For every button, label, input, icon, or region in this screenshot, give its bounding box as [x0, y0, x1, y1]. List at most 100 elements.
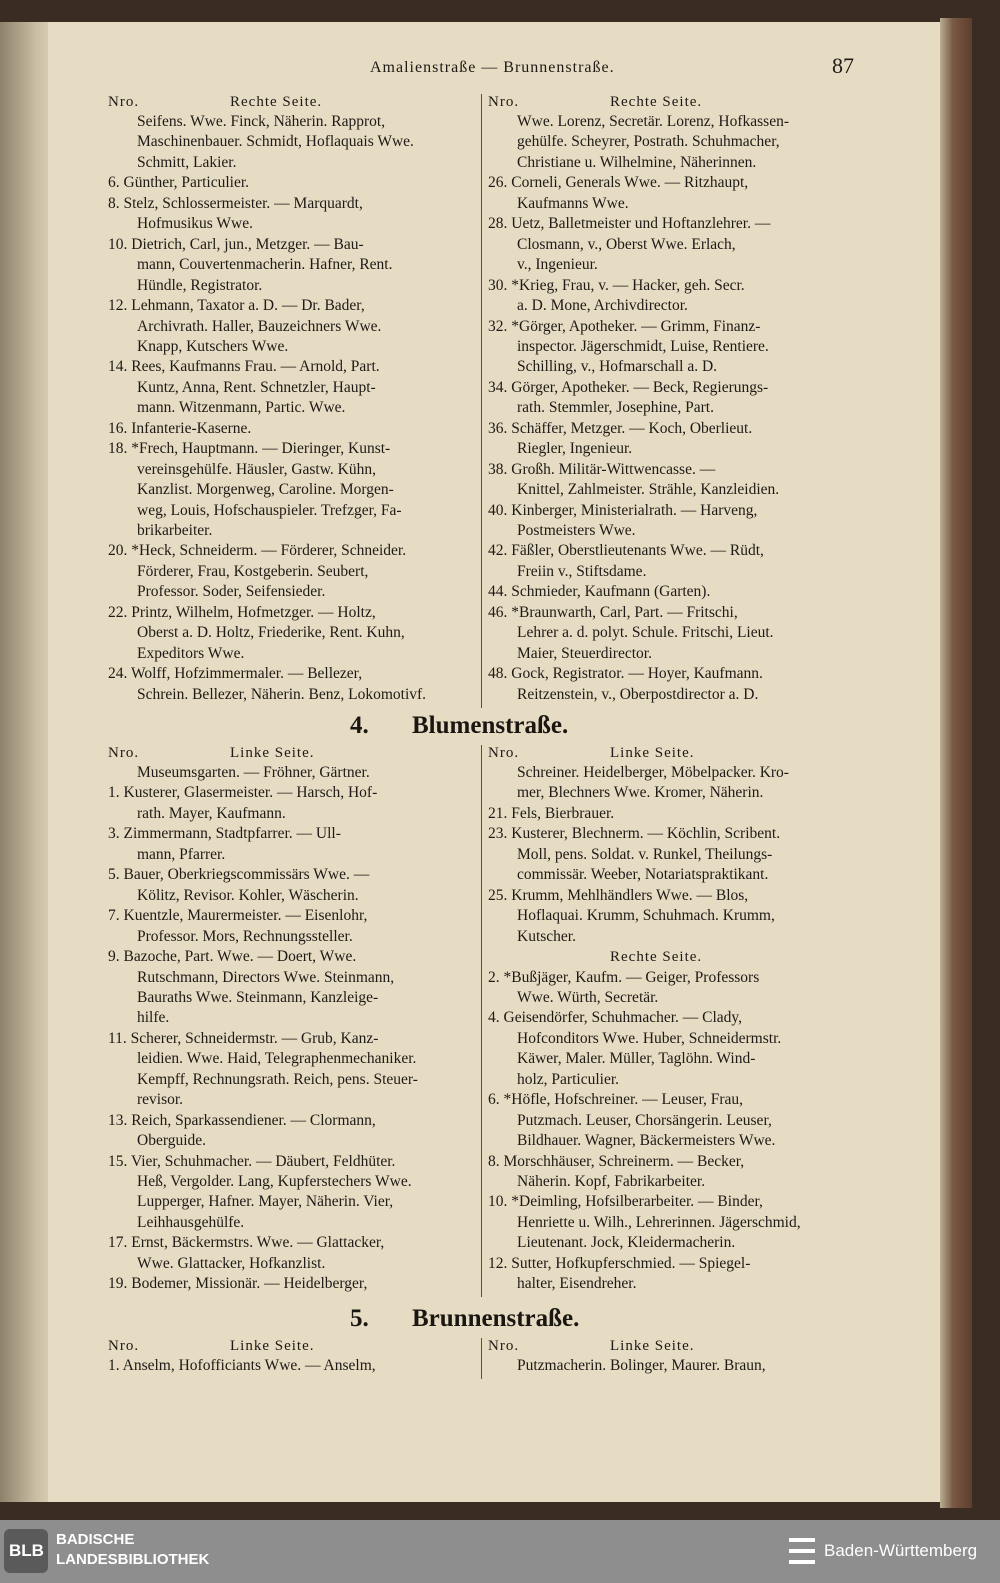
- entry-line: 7. Kuentzle, Maurermeister. — Eisenlohr,: [108, 907, 368, 925]
- entry-line: 8. Morschhäuser, Schreinerm. — Becker,: [488, 1152, 745, 1170]
- entry-line: 14. Rees, Kaufmanns Frau. — Arnold, Part…: [108, 358, 380, 376]
- column-side: Linke Seite.: [230, 745, 315, 761]
- entry-line: Bildhauer. Wagner, Bäckermeisters Wwe.: [517, 1132, 776, 1150]
- column-side: Linke Seite.: [610, 1338, 695, 1354]
- library-name: BADISCHE: [56, 1531, 135, 1548]
- running-title: Amalienstraße — Brunnenstraße.: [370, 59, 615, 76]
- entry-line: Bauraths Wwe. Steinmann, Kanzleige-: [137, 988, 379, 1006]
- entry-line: 6. Günther, Particulier.: [108, 174, 249, 192]
- column-divider: [481, 94, 482, 708]
- column-nro: Nro.: [488, 745, 520, 761]
- entry-line: 1. Anselm, Hofofficiants Wwe. — Anselm,: [108, 1357, 376, 1374]
- logo-box: [4, 1529, 48, 1573]
- entry-line: 19. Bodemer, Missionär. — Heidelberger,: [108, 1275, 368, 1293]
- entry-line: 2. *Bußjäger, Kaufm. — Geiger, Professor…: [488, 968, 760, 986]
- entry-line: Wwe. Glattacker, Hofkanzlist.: [137, 1254, 326, 1272]
- section-title: Blumenstraße.: [412, 712, 569, 739]
- entry-line: Leihhausgehülfe.: [137, 1213, 245, 1231]
- entry-line: 12. Lehmann, Taxator a. D. — Dr. Bader,: [108, 297, 365, 315]
- paper: [48, 22, 946, 1502]
- entry-line: Kölitz, Revisor. Kohler, Wäscherin.: [137, 886, 359, 904]
- entry-line: 1. Kusterer, Glasermeister. — Harsch, Ho…: [108, 784, 378, 802]
- entry-line: 36. Schäffer, Metzger. — Koch, Oberlieut…: [488, 419, 753, 437]
- entry-line: mann, Pfarrer.: [137, 845, 226, 863]
- entry-line: Hoflaquai. Krumm, Schuhmach. Krumm,: [517, 907, 775, 925]
- entry-line: brikarbeiter.: [137, 522, 213, 539]
- entry-line: 44. Schmieder, Kaufmann (Garten).: [488, 583, 711, 601]
- entry-line: commissär. Weeber, Notariatspraktikant.: [517, 866, 769, 884]
- entry-line: 8. Stelz, Schlossermeister. — Marquardt,: [108, 194, 363, 212]
- column-side: Rechte Seite.: [610, 94, 703, 110]
- entry-line: Expeditors Wwe.: [137, 644, 245, 662]
- entry-line: 23. Kusterer, Blechnerm. — Köchlin, Scri…: [488, 825, 781, 843]
- entry-line: Oberst a. D. Holtz, Friederike, Rent. Ku…: [137, 624, 405, 642]
- entry-line: 25. Krumm, Mehlhändlers Wwe. — Blos,: [488, 886, 749, 904]
- entry-line: Putzmach. Leuser, Chorsängerin. Leuser,: [517, 1111, 772, 1129]
- entry-line: Schilling, v., Hofmarschall a. D.: [517, 358, 718, 376]
- entry-line: 15. Vier, Schuhmacher. — Däubert, Feldhü…: [108, 1152, 396, 1170]
- entry-line: revisor.: [137, 1091, 184, 1109]
- entry-line: 26. Corneli, Generals Wwe. — Ritzhaupt,: [488, 174, 749, 192]
- subheading: Rechte Seite.: [610, 949, 703, 966]
- entry-line: Christiane u. Wilhelmine, Näherinnen.: [517, 153, 757, 171]
- entry-line: mann. Witzenmann, Partic. Wwe.: [137, 399, 346, 417]
- entry-line: Kaufmanns Wwe.: [517, 194, 629, 212]
- entry-line: Hofmusikus Wwe.: [137, 215, 253, 233]
- entry-line: 4. Geisendörfer, Schuhmacher. — Clady,: [488, 1009, 743, 1027]
- entry-line: weg, Louis, Hofschauspieler. Trefzger, F…: [137, 501, 402, 519]
- entry-line: Postmeisters Wwe.: [517, 522, 636, 539]
- entry-line: Schmitt, Lakier.: [137, 153, 237, 171]
- entry-line: mann, Couvertenmacherin. Hafner, Rent.: [137, 256, 393, 274]
- entry-line: Professor. Mors, Rechnungssteller.: [137, 927, 353, 945]
- section-number: 4.: [350, 712, 369, 739]
- entry-line: Lieutenant. Jock, Kleidermacherin.: [517, 1234, 736, 1252]
- entry-line: 48. Gock, Registrator. — Hoyer, Kaufmann…: [488, 665, 763, 683]
- entry-line: 11. Scherer, Schneidermstr. — Grub, Kanz…: [108, 1029, 379, 1047]
- column-side: Linke Seite.: [230, 1338, 315, 1354]
- entry-line: gehülfe. Scheyrer, Postrath. Schuhmacher…: [517, 133, 780, 151]
- entry-line: Seifens. Wwe. Finck, Näherin. Rapprot,: [137, 113, 386, 130]
- entry-line: Maier, Steuerdirector.: [517, 644, 652, 662]
- entry-line: 21. Fels, Bierbrauer.: [488, 804, 615, 822]
- column-nro: Nro.: [488, 94, 520, 110]
- entry-line: Förderer, Frau, Kostgeberin. Seubert,: [137, 562, 369, 580]
- column-divider: [481, 1338, 482, 1379]
- entry-line: 22. Printz, Wilhelm, Hofmetzger. — Holtz…: [108, 603, 376, 621]
- entry-line: Kutscher.: [517, 927, 576, 945]
- entry-line: rath. Stemmler, Josephine, Part.: [517, 399, 714, 417]
- entry-line: Käwer, Maler. Müller, Taglöhn. Wind-: [517, 1050, 756, 1068]
- entry-line: Archivrath. Haller, Bauzeichners Wwe.: [137, 317, 382, 335]
- entry-line: 42. Fäßler, Oberstlieutenants Wwe. — Rüd…: [488, 542, 764, 560]
- entry-line: Museumsgarten. — Fröhner, Gärtner.: [137, 764, 370, 781]
- entry-line: Schrein. Bellezer, Näherin. Benz, Lokomo…: [137, 685, 427, 703]
- entry-line: 16. Infanterie-Kaserne.: [108, 419, 252, 437]
- entry-line: 5. Bauer, Oberkriegscommissärs Wwe. —: [108, 866, 370, 884]
- entry-line: 46. *Braunwarth, Carl, Part. — Fritschi,: [488, 603, 738, 621]
- entry-line: 20. *Heck, Schneiderm. — Förderer, Schne…: [108, 542, 407, 560]
- column-nro: Nro.: [108, 94, 140, 110]
- entry-line: 10. *Deimling, Hofsilberarbeiter. — Bind…: [488, 1193, 763, 1211]
- page-edge: [940, 18, 972, 1508]
- library-name: LANDESBIBLIOTHEK: [56, 1551, 210, 1568]
- section-title: Brunnenstraße.: [412, 1305, 580, 1332]
- entry-line: Freiin v., Stiftsdame.: [517, 562, 647, 580]
- entry-line: halter, Eisendreher.: [517, 1275, 637, 1293]
- entry-line: Maschinenbauer. Schmidt, Hoflaquais Wwe.: [137, 133, 414, 151]
- entry-line: 24. Wolff, Hofzimmermaler. — Bellezer,: [108, 665, 363, 683]
- entry-line: Knapp, Kutschers Wwe.: [137, 337, 289, 355]
- state-emblem: [789, 1538, 815, 1564]
- entry-line: Lupperger, Hafner. Mayer, Näherin. Vier,: [137, 1193, 394, 1211]
- page-number: 87: [832, 53, 854, 78]
- entry-line: rath. Mayer, Kaufmann.: [137, 804, 286, 822]
- column-nro: Nro.: [108, 1338, 140, 1354]
- entry-line: vereinsgehülfe. Häusler, Gastw. Kühn,: [137, 460, 376, 478]
- column-nro: Nro.: [488, 1338, 520, 1354]
- entry-line: 18. *Frech, Hauptmann. — Dieringer, Kuns…: [108, 440, 391, 458]
- entry-line: inspector. Jägerschmidt, Luise, Rentiere…: [517, 337, 769, 355]
- entry-line: 17. Ernst, Bäckermstrs. Wwe. — Glattacke…: [108, 1234, 385, 1252]
- entry-line: Moll, pens. Soldat. v. Runkel, Theilungs…: [517, 845, 773, 863]
- entry-line: Hofconditors Wwe. Huber, Schneidermstr.: [517, 1029, 782, 1047]
- entry-line: a. D. Mone, Archivdirector.: [517, 297, 688, 315]
